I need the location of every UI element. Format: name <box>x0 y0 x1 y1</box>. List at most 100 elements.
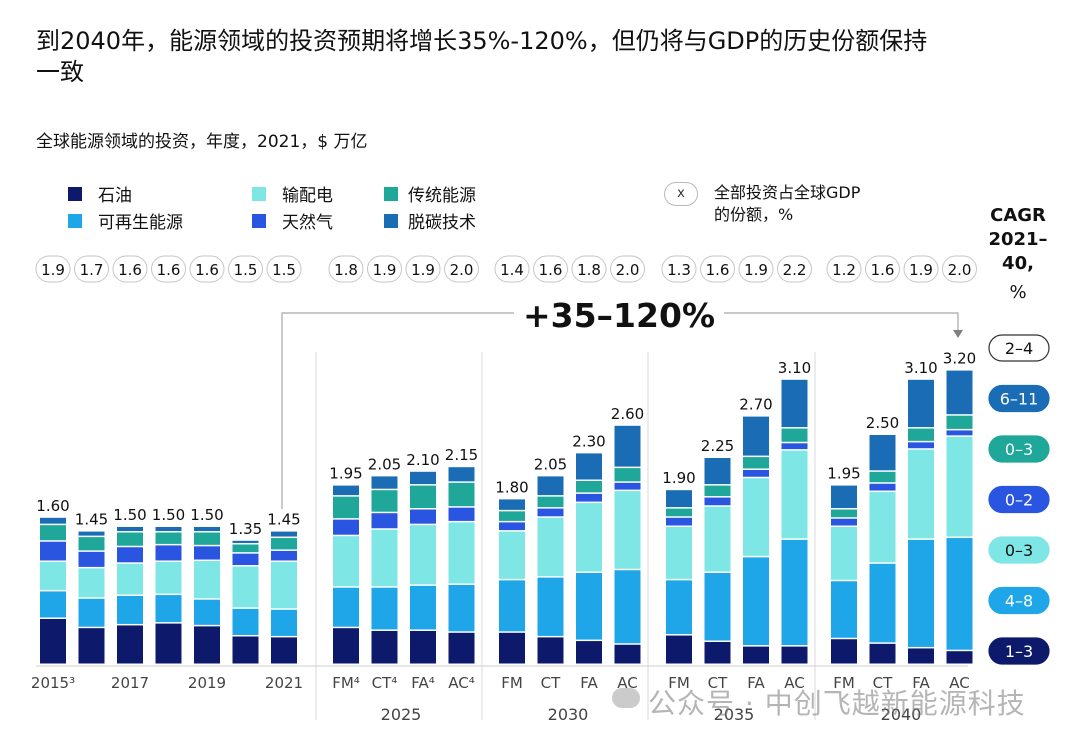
bar-segment <box>410 630 436 664</box>
bar-segment <box>232 540 259 543</box>
gdp-share-chip <box>328 255 364 283</box>
category-tick-label: FA⁴ <box>411 674 435 692</box>
group-label: 2040 <box>881 705 922 724</box>
bar-segment <box>78 568 105 598</box>
bar-segment <box>614 468 641 482</box>
bar-total-label: 3.10 <box>904 359 937 377</box>
bar-segment <box>40 591 66 618</box>
cagr-value: 2–4 <box>1005 339 1033 358</box>
bar-segment <box>371 513 398 529</box>
bar-segment <box>232 553 259 566</box>
legend-label: 输配电 <box>282 186 333 206</box>
bar-segment <box>448 507 475 521</box>
gdp-share-chip <box>151 255 186 283</box>
bar-total-label: 1.80 <box>495 478 528 496</box>
bar-segment <box>271 609 297 636</box>
bar-segment <box>537 637 564 664</box>
bar-segment <box>155 561 182 594</box>
category-tick-label: CT <box>541 674 561 692</box>
cagr-value: 4–8 <box>1005 592 1033 611</box>
bar-segment <box>781 539 808 646</box>
bar-segment <box>371 490 398 512</box>
bar-segment <box>831 581 857 638</box>
category-tick-label: FA <box>747 674 765 692</box>
bar-segment <box>155 623 182 664</box>
bar-segment <box>614 644 641 664</box>
cagr-heading-line2: 2021– <box>988 229 1048 250</box>
bar-total-label: 2.50 <box>866 414 899 432</box>
category-tick-label: FA <box>580 674 598 692</box>
bar-segment <box>40 525 66 541</box>
bar-segment <box>410 525 436 585</box>
bar-segment <box>576 573 602 640</box>
bar-segment <box>666 517 692 526</box>
bar-segment <box>448 584 475 632</box>
bar-segment <box>781 428 808 442</box>
bar-total-label: 1.50 <box>190 506 223 524</box>
bar-segment <box>448 482 475 507</box>
bar-total-label: 2.25 <box>701 437 734 455</box>
category-tick-label: AC <box>784 674 804 692</box>
bar-segment <box>576 503 602 572</box>
gdp-share-note-line1: 全部投资占全球GDP <box>714 183 861 202</box>
bar-segment <box>499 522 525 531</box>
gdp-share-chip <box>266 255 302 283</box>
bar-segment <box>614 491 641 569</box>
bar-segment <box>743 469 769 477</box>
bar-total-label: 2.70 <box>739 396 772 414</box>
category-tick-label: FA <box>912 674 930 692</box>
gdp-share-value: 2.0 <box>948 261 972 279</box>
gdp-share-value: 1.5 <box>234 261 258 279</box>
bar-segment <box>946 436 973 537</box>
bar-segment <box>499 499 525 510</box>
gdp-share-value: 1.9 <box>411 261 435 279</box>
bar-segment <box>499 511 525 521</box>
legend-label: 传统能源 <box>408 186 476 206</box>
category-tick-label: FM <box>833 674 855 692</box>
bar-segment <box>499 531 525 579</box>
legend-swatch <box>252 213 266 228</box>
bar-segment <box>117 532 143 546</box>
gdp-share-chip <box>777 255 812 283</box>
gdp-share-chip <box>228 255 263 283</box>
wechat-icon <box>612 688 640 708</box>
category-tick-label: 2017 <box>111 674 149 692</box>
bar-segment <box>371 476 398 489</box>
bar-segment <box>704 506 731 572</box>
bar-segment <box>117 527 143 532</box>
growth-arrowhead <box>953 330 963 338</box>
legend-swatch <box>384 213 398 228</box>
gdp-share-chip <box>74 255 109 283</box>
bar-segment <box>232 544 259 553</box>
gdp-share-chip <box>444 255 479 283</box>
bar-total-label: 1.95 <box>329 465 362 483</box>
bar-total-label: 2.60 <box>611 405 644 423</box>
bar-segment <box>40 517 66 524</box>
bar-segment <box>576 493 602 502</box>
bar-segment <box>666 527 692 579</box>
bar-segment <box>666 580 692 635</box>
bar-segment <box>271 550 297 561</box>
bar-segment <box>271 637 297 664</box>
cagr-pill <box>988 586 1050 615</box>
bar-segment <box>333 587 359 627</box>
bar-segment <box>908 648 934 664</box>
cagr-pill <box>988 485 1050 514</box>
bar-total-label: 1.35 <box>229 520 262 538</box>
cagr-value: 1–3 <box>1005 642 1033 661</box>
gdp-share-chip <box>35 255 71 283</box>
bar-segment <box>831 485 857 509</box>
bar-segment <box>869 483 896 491</box>
gdp-share-note-line2: 的份额，% <box>714 205 794 224</box>
gdp-share-value: 1.9 <box>373 261 397 279</box>
bar-segment <box>781 379 808 428</box>
gdp-share-badge: x <box>664 182 698 206</box>
page-title: 到2040年，能源领域的投资预期将增长35%-120%，但仍将与GDP的历史份额… <box>36 27 928 86</box>
bar-segment <box>781 646 808 664</box>
category-tick-label: AC <box>949 674 969 692</box>
bar-segment <box>946 370 973 415</box>
watermark: 公众号 · 中创飞越新能源科技 <box>608 682 1026 722</box>
bar-total-label: 1.60 <box>36 497 69 515</box>
growth-bracket-left <box>281 312 514 509</box>
group-label: 2025 <box>381 705 422 724</box>
